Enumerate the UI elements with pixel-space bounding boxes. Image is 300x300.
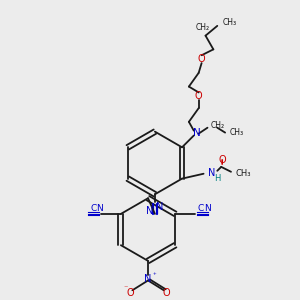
Text: N: N [146, 206, 154, 216]
Text: CH₃: CH₃ [230, 128, 244, 137]
Text: CH₂: CH₂ [196, 23, 210, 32]
Text: O: O [195, 92, 202, 101]
Text: C: C [90, 203, 97, 212]
Text: N: N [144, 274, 152, 284]
Text: CH₃: CH₃ [222, 18, 236, 27]
Text: CH₃: CH₃ [236, 169, 251, 178]
Text: N: N [208, 168, 216, 178]
Text: N: N [96, 203, 103, 212]
Text: CH₂: CH₂ [210, 121, 225, 130]
Text: H: H [214, 174, 221, 183]
Text: ⁺: ⁺ [153, 273, 157, 279]
Text: O: O [127, 288, 134, 298]
Text: N: N [204, 203, 211, 212]
Text: C: C [197, 203, 204, 212]
Text: O: O [198, 54, 206, 64]
Text: O: O [218, 155, 226, 165]
Text: O: O [163, 288, 170, 298]
Text: N: N [193, 128, 201, 138]
Text: ⁻: ⁻ [124, 284, 128, 293]
Text: N: N [156, 202, 164, 212]
